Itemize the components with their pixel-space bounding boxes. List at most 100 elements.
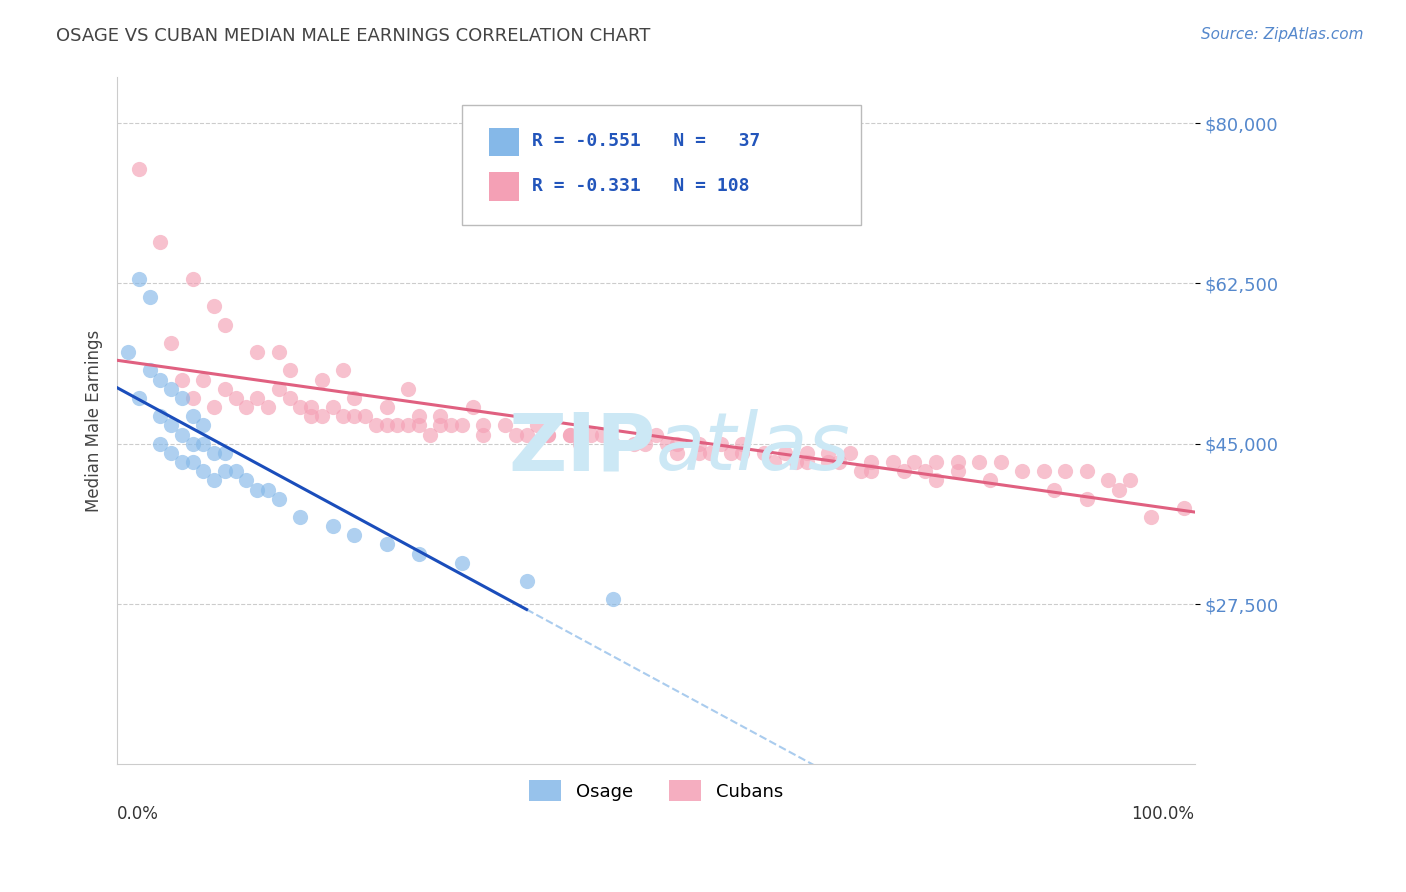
Point	[364, 418, 387, 433]
Point	[278, 391, 301, 405]
Point	[731, 436, 754, 450]
Point	[451, 556, 474, 570]
Point	[516, 427, 538, 442]
Point	[160, 418, 183, 433]
Point	[343, 409, 366, 424]
Point	[138, 363, 160, 377]
Point	[731, 446, 754, 460]
Point	[849, 464, 872, 478]
Point	[408, 547, 430, 561]
Point	[322, 400, 344, 414]
Text: 100.0%: 100.0%	[1132, 805, 1195, 823]
Point	[246, 483, 269, 497]
Point	[160, 336, 183, 351]
Point	[332, 409, 354, 424]
Point	[967, 455, 990, 469]
Point	[516, 574, 538, 588]
Point	[796, 446, 818, 460]
Point	[602, 436, 624, 450]
Point	[1043, 483, 1066, 497]
Point	[181, 272, 204, 286]
Point	[537, 427, 560, 442]
Point	[149, 436, 172, 450]
Point	[354, 409, 377, 424]
Point	[602, 436, 624, 450]
Point	[838, 446, 860, 460]
Point	[1173, 500, 1195, 515]
Point	[720, 446, 742, 460]
Point	[396, 418, 419, 433]
Point	[451, 418, 474, 433]
Point	[202, 400, 225, 414]
Point	[882, 455, 904, 469]
Point	[128, 161, 150, 176]
FancyBboxPatch shape	[463, 105, 860, 225]
Point	[494, 418, 516, 433]
Point	[299, 409, 322, 424]
Point	[267, 345, 290, 359]
Point	[699, 446, 721, 460]
Point	[472, 418, 495, 433]
Point	[160, 446, 183, 460]
Text: 0.0%: 0.0%	[117, 805, 159, 823]
Point	[709, 436, 731, 450]
Point	[979, 474, 1001, 488]
Point	[149, 373, 172, 387]
Point	[202, 474, 225, 488]
Text: OSAGE VS CUBAN MEDIAN MALE EARNINGS CORRELATION CHART: OSAGE VS CUBAN MEDIAN MALE EARNINGS CORR…	[56, 27, 651, 45]
Point	[925, 455, 948, 469]
Point	[914, 464, 936, 478]
Point	[1011, 464, 1033, 478]
Point	[828, 455, 851, 469]
Point	[1140, 510, 1163, 524]
FancyBboxPatch shape	[489, 128, 519, 156]
Point	[569, 436, 592, 450]
Point	[322, 519, 344, 533]
Point	[796, 455, 818, 469]
Point	[149, 409, 172, 424]
Point	[773, 446, 796, 460]
Point	[429, 418, 451, 433]
Point	[202, 446, 225, 460]
Point	[170, 427, 193, 442]
Legend: Osage, Cubans: Osage, Cubans	[520, 772, 792, 810]
Point	[817, 455, 839, 469]
Point	[375, 418, 398, 433]
Text: R = -0.331   N = 108: R = -0.331 N = 108	[531, 177, 749, 195]
Point	[160, 382, 183, 396]
Point	[214, 382, 236, 396]
Point	[688, 436, 710, 450]
Point	[202, 299, 225, 313]
Point	[290, 510, 312, 524]
Point	[1054, 464, 1077, 478]
Point	[375, 400, 398, 414]
Point	[860, 464, 883, 478]
Point	[170, 455, 193, 469]
Point	[149, 235, 172, 250]
Point	[278, 363, 301, 377]
Point	[235, 474, 257, 488]
Point	[946, 455, 969, 469]
Point	[170, 391, 193, 405]
Point	[332, 363, 354, 377]
Point	[343, 391, 366, 405]
Point	[419, 427, 441, 442]
Y-axis label: Median Male Earnings: Median Male Earnings	[86, 330, 103, 512]
Point	[311, 373, 333, 387]
Text: ZIP: ZIP	[509, 409, 655, 487]
Point	[299, 400, 322, 414]
Point	[257, 400, 280, 414]
Point	[505, 427, 527, 442]
Point	[752, 446, 775, 460]
Point	[408, 409, 430, 424]
Point	[235, 400, 257, 414]
Point	[1108, 483, 1130, 497]
Point	[138, 290, 160, 304]
Point	[170, 373, 193, 387]
Point	[1097, 474, 1119, 488]
Point	[193, 373, 215, 387]
Point	[311, 409, 333, 424]
Point	[1119, 474, 1142, 488]
Point	[558, 427, 581, 442]
Point	[429, 409, 451, 424]
